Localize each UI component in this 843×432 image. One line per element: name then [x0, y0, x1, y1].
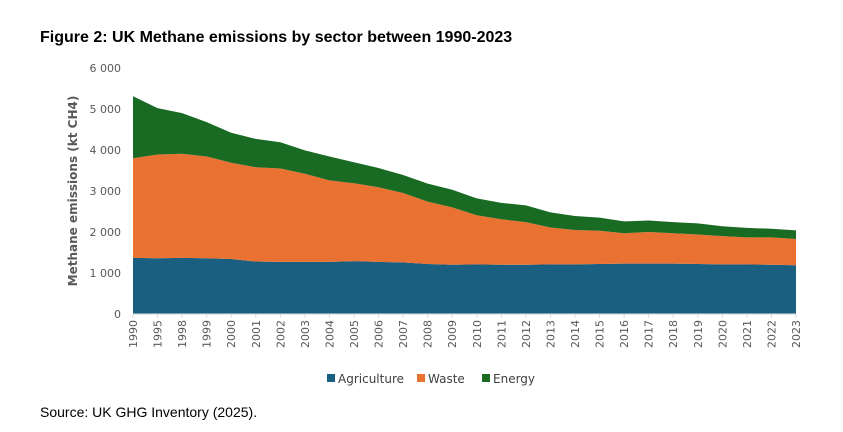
x-tick-label: 2015: [594, 320, 607, 348]
y-tick-label: 4 000: [90, 144, 122, 157]
x-tick-label: 2021: [741, 320, 754, 348]
y-tick-label: 2 000: [90, 226, 122, 239]
x-tick-label: 1995: [152, 320, 165, 348]
x-tick-label: 2011: [495, 320, 508, 348]
x-tick-label: 2017: [643, 320, 656, 348]
x-tick-label: 2022: [765, 320, 778, 348]
y-axis-label: Methane emissions (kt CH4): [66, 96, 80, 287]
x-tick-label: 2001: [250, 320, 263, 348]
x-tick-label: 1990: [127, 320, 140, 348]
x-tick-label: 2012: [520, 320, 533, 348]
x-tick-label: 2014: [569, 320, 582, 348]
x-tick-label: 2006: [373, 320, 386, 348]
x-tick-label: 2009: [446, 320, 459, 348]
x-tick-label: 2023: [790, 320, 803, 348]
x-tick-label: 2020: [716, 320, 729, 348]
x-tick-label: 2005: [348, 320, 361, 348]
area-layers: [133, 96, 796, 314]
x-tick-label: 2010: [471, 320, 484, 348]
x-tick-label: 2013: [544, 320, 557, 348]
x-tick-label: 2004: [323, 320, 336, 348]
legend-swatch-agriculture: [327, 374, 335, 382]
legend-label-waste: Waste: [428, 372, 465, 386]
y-tick-label: 1 000: [90, 267, 122, 280]
x-tick-label: 2019: [692, 320, 705, 348]
x-axis-ticks: 1990 1995 1998 1999 2000 2001 2002 2003 2004 2005…: [127, 314, 803, 348]
y-tick-label: 5 000: [90, 103, 122, 116]
x-tick-label: 2000: [225, 320, 238, 348]
y-tick-label: 6 000: [90, 62, 122, 75]
x-tick-label: 2016: [618, 320, 631, 348]
source-note: Source: UK GHG Inventory (2025).: [40, 404, 258, 420]
stacked-area-chart: 0 1 000 2 000 3 000 4 000 5 000 6 000 1990 1995…: [66, 62, 803, 386]
x-tick-label: 2002: [274, 320, 287, 348]
chart-title: Figure 2: UK Methane emissions by sector…: [40, 29, 513, 46]
legend-label-agriculture: Agriculture: [338, 372, 404, 386]
x-tick-label: 2003: [299, 320, 312, 348]
x-tick-label: 2018: [667, 320, 680, 348]
x-tick-label: 1998: [176, 320, 189, 348]
area-agriculture: [133, 257, 796, 314]
y-axis-ticks: 0 1 000 2 000 3 000 4 000 5 000 6 000: [90, 62, 122, 321]
legend-label-energy: Energy: [493, 372, 535, 386]
legend: Agriculture Waste Energy: [327, 372, 535, 386]
legend-swatch-waste: [417, 374, 425, 382]
x-tick-label: 2007: [397, 320, 410, 348]
y-tick-label: 0: [114, 308, 121, 321]
area-energy: [133, 96, 796, 239]
area-waste: [133, 153, 796, 266]
y-tick-label: 3 000: [90, 185, 122, 198]
legend-swatch-energy: [482, 374, 490, 382]
x-tick-label: 1999: [201, 320, 214, 348]
x-tick-label: 2008: [422, 320, 435, 348]
